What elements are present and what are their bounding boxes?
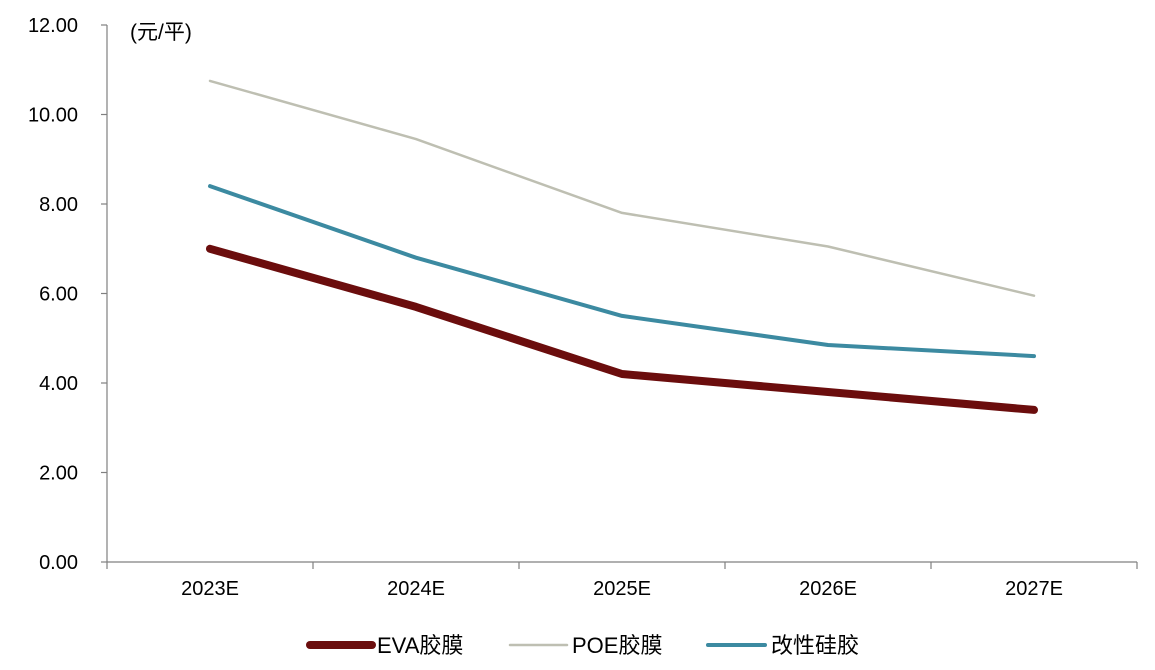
y-tick-label: 4.00 bbox=[39, 373, 78, 395]
y-tick-label: 2.00 bbox=[39, 463, 78, 485]
series-line-2 bbox=[208, 184, 1036, 359]
x-tick-label: 2023E bbox=[181, 578, 239, 600]
y-tick-label: 8.00 bbox=[39, 194, 78, 216]
x-tick-label: 2025E bbox=[593, 578, 651, 600]
y-tick-label: 10.00 bbox=[28, 105, 78, 127]
y-axis-ticks: 0.00 2.00 4.00 6.00 8.00 10.00 12.00 bbox=[28, 15, 107, 574]
y-tick-label: 12.00 bbox=[28, 15, 78, 37]
series-line-1 bbox=[208, 79, 1036, 297]
x-axis-ticks: 2023E 2024E 2025E 2026E 2027E bbox=[106, 562, 1138, 600]
y-tick-label: 6.00 bbox=[39, 284, 78, 306]
legend-label-0: EVA胶膜 bbox=[377, 633, 463, 658]
series-line-0 bbox=[206, 244, 1038, 414]
unit-label: (元/平) bbox=[130, 21, 192, 44]
legend: EVA胶膜 POE胶膜 改性硅胶 bbox=[306, 633, 859, 658]
legend-label-2: 改性硅胶 bbox=[771, 633, 859, 658]
x-tick-label: 2027E bbox=[1005, 578, 1063, 600]
legend-label-1: POE胶膜 bbox=[572, 633, 662, 658]
x-tick-label: 2026E bbox=[799, 578, 857, 600]
x-tick-label: 2024E bbox=[387, 578, 445, 600]
series-layer bbox=[206, 79, 1038, 414]
y-tick-label: 0.00 bbox=[39, 552, 78, 574]
